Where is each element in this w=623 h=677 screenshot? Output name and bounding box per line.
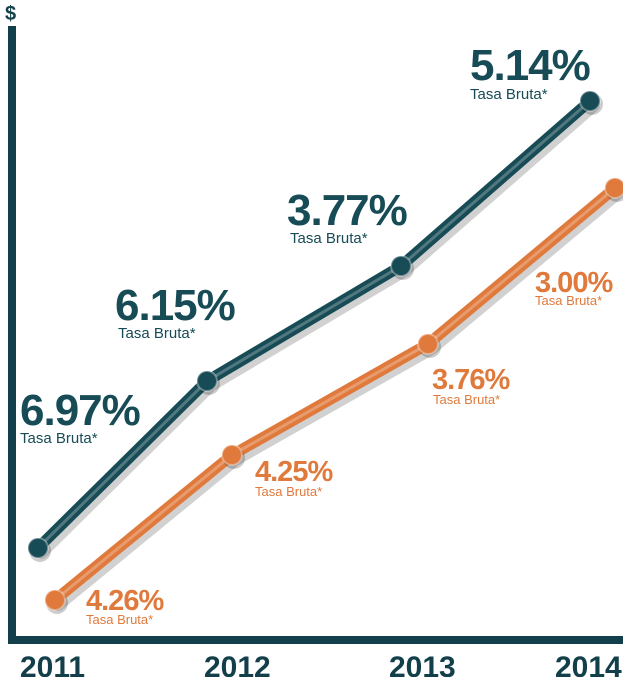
y-axis-label: $ (5, 3, 16, 25)
data-sublabel: Tasa Bruta* (86, 612, 153, 627)
data-sublabel: Tasa Bruta* (290, 230, 368, 247)
data-label: 6.15% (115, 281, 235, 330)
series-line-highlight (53, 186, 617, 602)
x-tick-label: 2011 (20, 651, 85, 677)
data-sublabel: Tasa Bruta* (255, 484, 322, 499)
data-label: 4.25% (255, 456, 333, 488)
data-sublabel: Tasa Bruta* (20, 430, 98, 447)
data-label: 4.26% (86, 585, 164, 617)
data-point (196, 370, 218, 392)
series-2: 4.26%Tasa Bruta*4.25%Tasa Bruta*3.76%Tas… (44, 177, 623, 627)
data-point (604, 177, 623, 199)
data-sublabel: Tasa Bruta* (433, 392, 500, 407)
data-label: 5.14% (470, 41, 590, 90)
series-line (49, 182, 621, 606)
x-tick-labels: 2011 2012 2013 2014 (20, 651, 622, 677)
data-point (579, 90, 601, 112)
data-sublabel: Tasa Bruta* (470, 86, 548, 103)
x-tick-label: 2013 (389, 651, 456, 677)
series-layer: 6.97%Tasa Bruta*6.15%Tasa Bruta*3.77%Tas… (20, 41, 623, 627)
data-label: 3.00% (535, 267, 613, 299)
data-label: 6.97% (20, 386, 140, 435)
data-sublabel: Tasa Bruta* (118, 325, 196, 342)
series-line-highlight (36, 99, 592, 550)
x-tick-label: 2012 (204, 651, 271, 677)
series-line (32, 95, 596, 554)
data-point (221, 444, 243, 466)
data-point (44, 589, 66, 611)
series-1: 6.97%Tasa Bruta*6.15%Tasa Bruta*3.77%Tas… (20, 41, 603, 562)
data-label: 3.77% (287, 186, 407, 235)
data-point (390, 255, 412, 277)
data-point (27, 537, 49, 559)
data-sublabel: Tasa Bruta* (535, 293, 602, 308)
x-tick-label: 2014 (555, 651, 622, 677)
data-label: 3.76% (432, 364, 510, 396)
data-point (417, 333, 439, 355)
